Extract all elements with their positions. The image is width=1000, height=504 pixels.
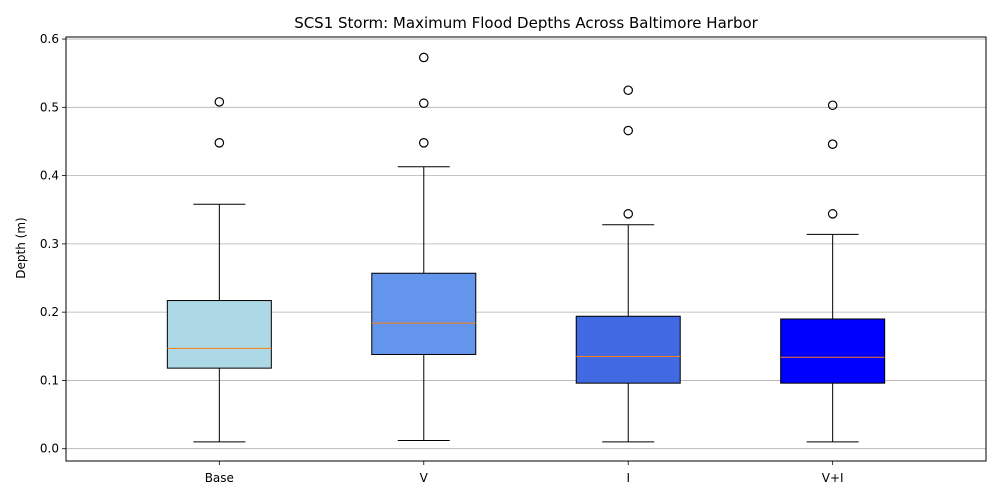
x-tick-label: I xyxy=(626,471,630,485)
y-tick-label: 0.2 xyxy=(40,305,59,319)
y-tick-label: 0.4 xyxy=(40,169,59,183)
iqr-box xyxy=(575,315,681,384)
iqr-box xyxy=(166,300,272,369)
x-tick-label: Base xyxy=(205,471,234,485)
x-tick-label: V xyxy=(420,471,429,485)
y-tick-label: 0.6 xyxy=(40,32,59,46)
box-v xyxy=(371,52,477,442)
plot-frame xyxy=(65,36,987,462)
outlier-point xyxy=(623,125,634,136)
y-axis-label: Depth (m) xyxy=(14,217,28,278)
y-tick-label: 0.3 xyxy=(40,237,59,251)
box-i xyxy=(575,85,681,443)
grid-lines xyxy=(66,38,986,450)
outlier-point xyxy=(214,97,225,107)
outlier-point xyxy=(623,85,634,96)
box-v-i xyxy=(780,100,886,443)
outlier-point xyxy=(418,138,429,148)
axes: 0.0 0.1 0.2 0.3 0.4 0.5 0.6 Base V I V+I xyxy=(40,32,987,485)
y-tick-label: 0.1 xyxy=(40,373,59,387)
outlier-point xyxy=(623,209,634,219)
chart-title: SCS1 Storm: Maximum Flood Depths Across … xyxy=(294,14,758,32)
outlier-point xyxy=(827,100,838,111)
box-base xyxy=(166,97,272,443)
outlier-point xyxy=(214,138,225,148)
box-series xyxy=(166,52,886,443)
x-tick-label: V+I xyxy=(822,471,844,485)
iqr-box xyxy=(371,272,477,355)
outlier-point xyxy=(418,52,429,63)
outlier-point xyxy=(827,209,838,219)
iqr-box xyxy=(780,318,886,384)
y-tick-label: 0.5 xyxy=(40,100,59,114)
outlier-point xyxy=(827,139,838,149)
y-tick-label: 0.0 xyxy=(40,442,59,456)
outlier-point xyxy=(418,98,429,109)
